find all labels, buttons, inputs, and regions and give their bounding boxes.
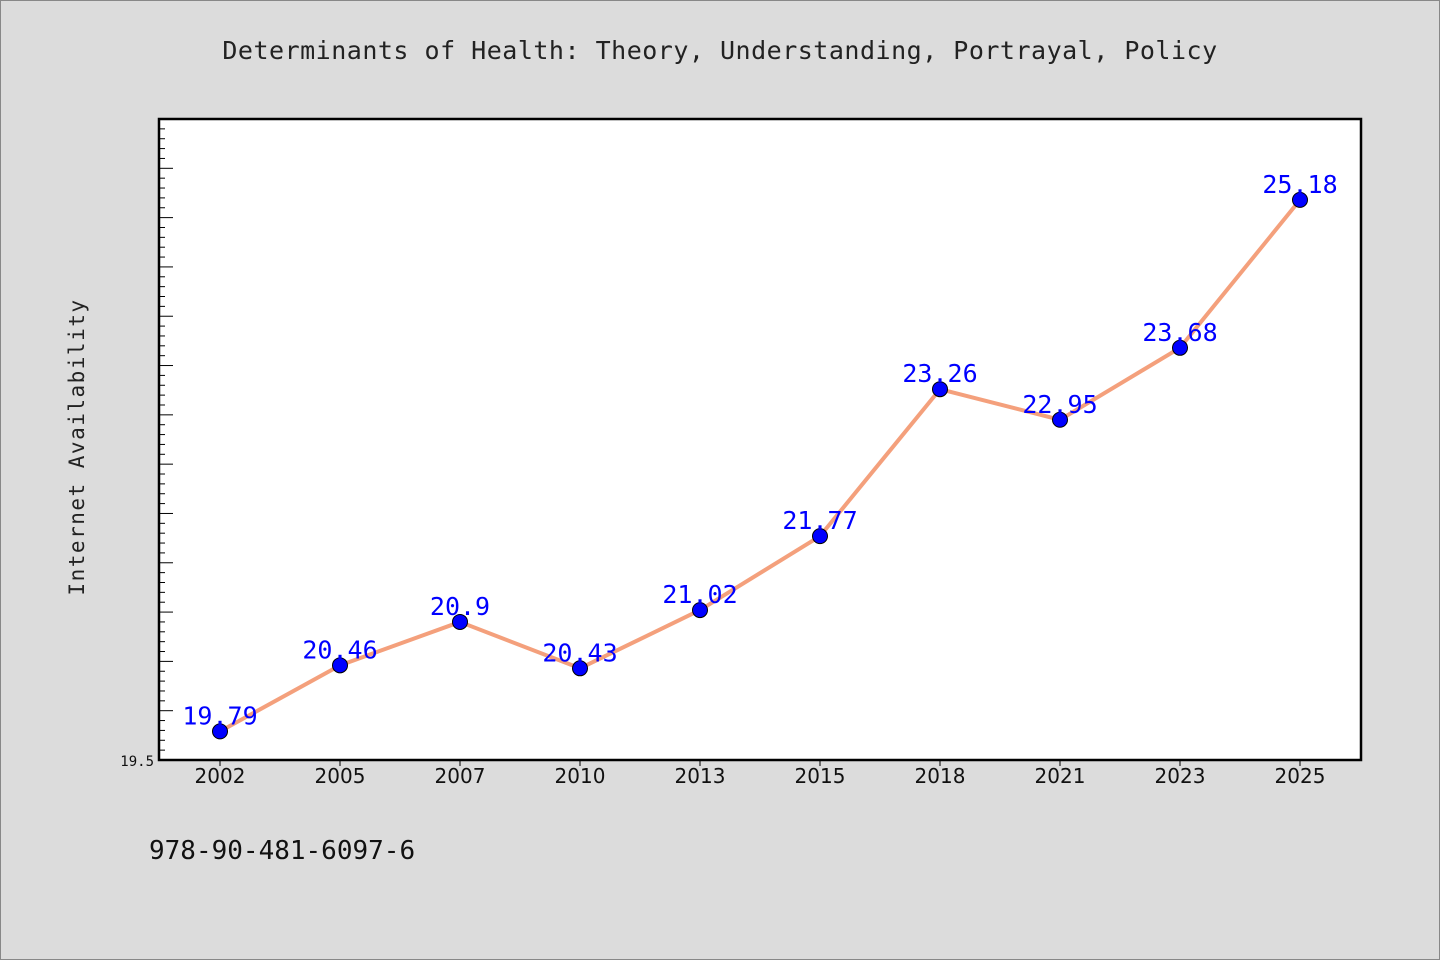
data-point <box>1052 411 1068 428</box>
data-label: 20.46 <box>302 635 377 664</box>
y-tick-label: 19.5 <box>120 754 154 770</box>
x-tick-label: 2010 <box>555 764 606 788</box>
data-point <box>452 613 468 630</box>
data-point <box>332 657 348 674</box>
data-point <box>212 723 228 740</box>
x-axis: 2002 2005 2007 2010 2013 2015 2018 2021 2023 2025 <box>195 760 1326 788</box>
x-tick-label: 2013 <box>675 764 726 788</box>
data-label: 22.95 <box>1022 390 1097 419</box>
data-label: 21.77 <box>782 506 857 535</box>
x-tick-label: 2007 <box>435 764 486 788</box>
plot-area <box>157 117 1363 762</box>
x-tick-label: 2025 <box>1275 764 1326 788</box>
data-label: 20.9 <box>430 592 490 621</box>
data-label: 19.79 <box>182 701 257 730</box>
data-point <box>692 602 708 619</box>
y-axis-ticks: 19.5 <box>120 128 173 770</box>
isbn-text: 978-90-481-6097-6 <box>149 836 416 866</box>
data-labels: 19.79 20.46 20.9 20.43 21.02 21.77 23.26 22.95 2… <box>182 170 1337 731</box>
x-tick-label: 2023 <box>1155 764 1206 788</box>
data-point <box>572 660 588 677</box>
chart-title: Determinants of Health: Theory, Understa… <box>222 36 1218 65</box>
data-label: 25.18 <box>1262 170 1337 199</box>
data-point <box>1292 191 1308 208</box>
data-point <box>812 528 828 545</box>
data-label: 23.26 <box>902 359 977 388</box>
x-tick-label: 2015 <box>795 764 846 788</box>
x-tick-label: 2002 <box>195 764 246 788</box>
data-point <box>932 381 948 398</box>
series-line <box>218 197 1302 734</box>
data-point <box>1172 339 1188 356</box>
x-tick-label: 2021 <box>1035 764 1086 788</box>
data-label: 21.02 <box>662 580 737 609</box>
x-tick-label: 2018 <box>915 764 966 788</box>
data-label: 23.68 <box>1142 318 1217 347</box>
data-label: 20.43 <box>542 638 617 667</box>
series-layer <box>212 191 1308 740</box>
x-tick-label: 2005 <box>315 764 366 788</box>
